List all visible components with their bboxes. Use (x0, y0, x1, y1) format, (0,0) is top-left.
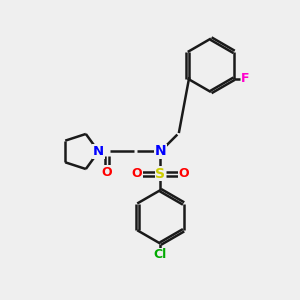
Text: Cl: Cl (154, 248, 167, 261)
Text: O: O (179, 167, 190, 180)
Text: O: O (102, 166, 112, 179)
Text: N: N (93, 145, 104, 158)
Text: O: O (131, 167, 142, 180)
Text: N: N (154, 145, 166, 158)
Text: F: F (241, 72, 250, 85)
Text: S: S (155, 167, 165, 181)
